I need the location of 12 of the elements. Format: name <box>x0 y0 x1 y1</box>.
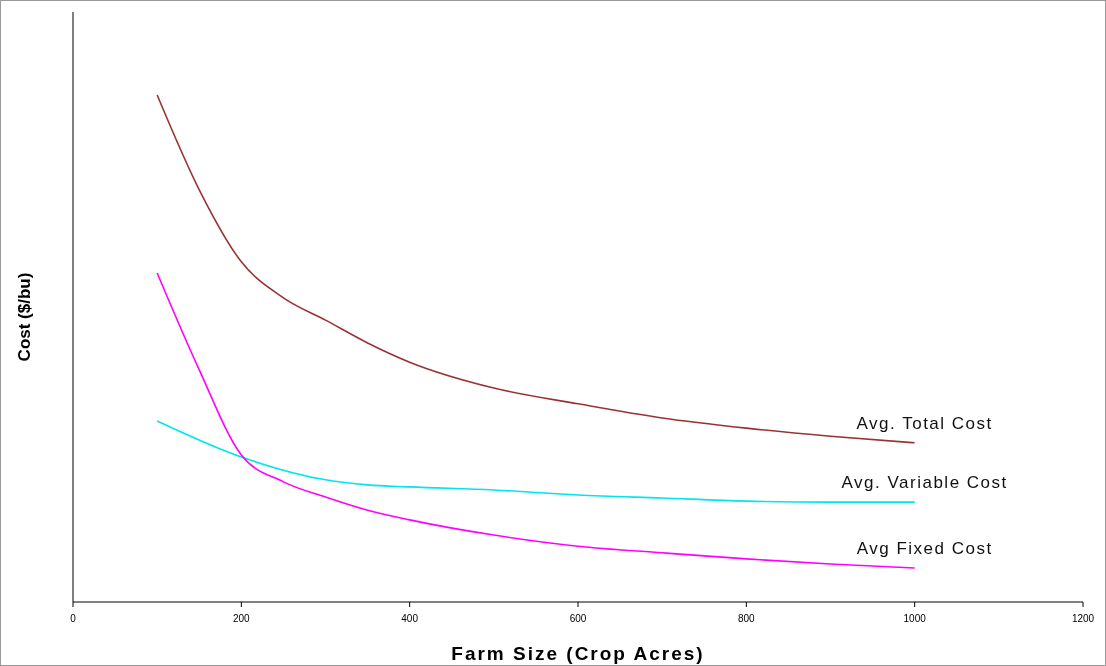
x-tick-label: 0 <box>70 613 77 624</box>
y-axis-title: Cost ($/bu) <box>15 272 34 362</box>
x-tick-label: 200 <box>232 613 251 624</box>
x-axis-title: Farm Size (Crop Acres) <box>451 643 705 664</box>
series-label: Avg. Variable Cost <box>841 473 1008 493</box>
x-tick-label: 1000 <box>903 613 927 624</box>
x-tick-label: 1200 <box>1071 613 1095 624</box>
series-label: Avg Fixed Cost <box>856 539 993 559</box>
x-tick-label: 400 <box>401 613 419 624</box>
series-label: Avg. Total Cost <box>856 413 993 433</box>
x-tick-label: 600 <box>569 613 587 624</box>
x-tick-label: 800 <box>737 613 756 624</box>
